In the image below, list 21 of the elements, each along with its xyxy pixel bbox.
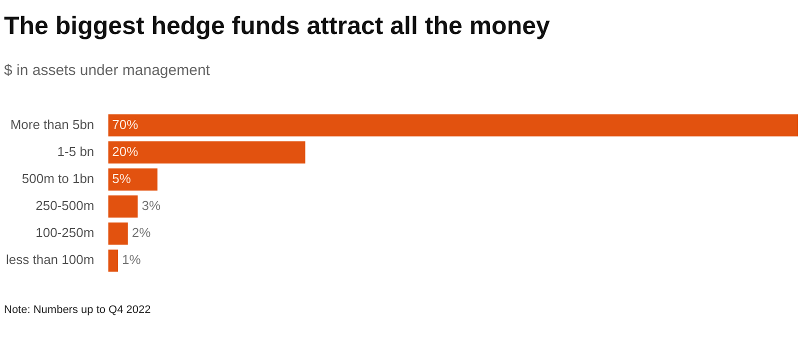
y-tick-label: less than 100m	[6, 252, 94, 268]
y-tick-label: More than 5bn	[10, 116, 94, 132]
bar	[108, 195, 138, 218]
y-tick-label: 1-5 bn	[57, 144, 94, 159]
bar	[108, 168, 158, 191]
y-tick-label: 500m to 1bn	[22, 171, 94, 186]
data-label: 1%	[122, 252, 142, 268]
text: Note: Numbers up to Q4 2022	[4, 303, 151, 318]
y-tick-label: 100-250m	[36, 225, 94, 240]
chart-title: The biggest hedge funds attract all the money	[4, 12, 550, 41]
data-label: 20%	[112, 144, 139, 159]
data-label: 5%	[112, 171, 132, 186]
bar	[108, 222, 128, 245]
data-label: 2%	[132, 225, 152, 240]
data-label: 3%	[142, 198, 161, 214]
bar	[108, 114, 798, 136]
y-tick-label: 250-500m	[36, 198, 94, 214]
bar	[108, 250, 118, 272]
bar	[108, 141, 306, 164]
chart-subtitle: $ in assets under management	[4, 62, 210, 79]
data-label: 70%	[112, 116, 139, 132]
